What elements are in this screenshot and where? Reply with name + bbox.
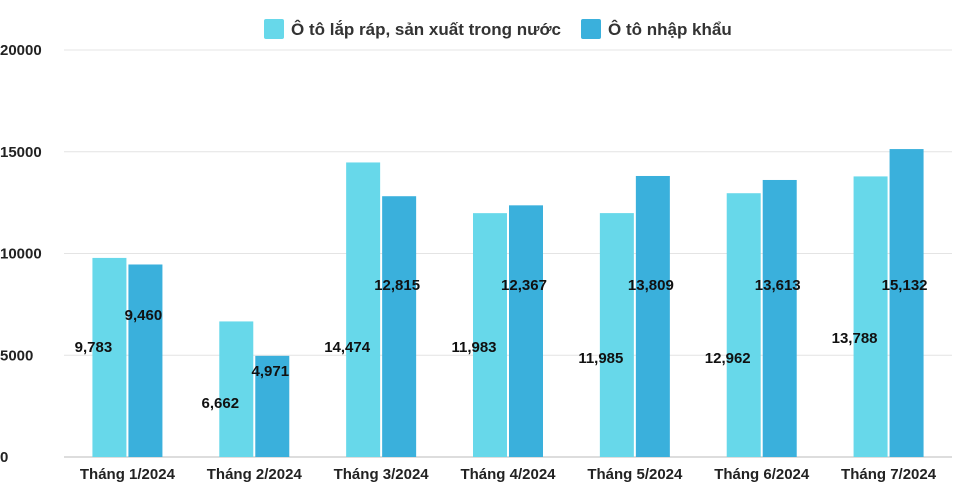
data-labels: 9,783 9,460 6,662 4,971 14,474 12,815 11,983 12… xyxy=(75,277,928,412)
data-label-domestic: 11,985 xyxy=(578,350,623,367)
data-label-domestic: 6,662 xyxy=(202,395,240,412)
bar-imported xyxy=(255,355,290,457)
data-label-domestic: 13,788 xyxy=(832,330,878,347)
data-label-domestic: 14,474 xyxy=(324,339,371,356)
x-tick-label: Tháng 2/2024 xyxy=(207,466,303,483)
bar-domestic xyxy=(92,257,127,457)
bar-domestic xyxy=(853,176,888,458)
bar-imported xyxy=(889,149,924,458)
y-tick-label: 20000 xyxy=(0,42,42,59)
y-tick-label: 10000 xyxy=(0,246,42,263)
x-tick-label: Tháng 6/2024 xyxy=(714,466,810,483)
x-tick-label: Tháng 7/2024 xyxy=(841,466,937,483)
x-tick-label: Tháng 4/2024 xyxy=(460,466,556,483)
x-tick-label: Tháng 3/2024 xyxy=(334,466,430,483)
y-tick-label: 0 xyxy=(0,449,8,466)
bar-imported xyxy=(128,264,163,457)
legend-label-domestic: Ô tô lắp ráp, sản xuất trong nước xyxy=(291,20,561,39)
data-label-imported: 12,367 xyxy=(501,277,547,294)
data-label-imported: 9,460 xyxy=(125,307,163,324)
data-label-imported: 13,809 xyxy=(628,277,674,294)
data-label-imported: 4,971 xyxy=(252,363,290,380)
bar-domestic xyxy=(726,193,761,457)
bars xyxy=(92,149,924,458)
legend-swatch-imported xyxy=(581,19,601,39)
bar-domestic xyxy=(473,213,507,457)
data-label-domestic: 12,962 xyxy=(705,350,751,367)
legend: Ô tô lắp ráp, sản xuất trong nước Ô tô n… xyxy=(264,19,732,39)
x-axis: Tháng 1/2024 Tháng 2/2024 Tháng 3/2024 Thán… xyxy=(80,466,937,483)
data-label-imported: 12,815 xyxy=(374,277,420,294)
y-axis: 0 5000 10000 15000 20000 xyxy=(0,42,42,466)
bar-domestic xyxy=(219,321,254,457)
data-label-imported: 15,132 xyxy=(882,277,928,294)
bar-domestic xyxy=(599,213,634,457)
data-label-domestic: 9,783 xyxy=(75,339,113,356)
bar-imported xyxy=(635,175,670,457)
legend-swatch-domestic xyxy=(264,19,284,39)
data-label-imported: 13,613 xyxy=(755,277,801,294)
gridlines xyxy=(64,49,952,458)
x-tick-label: Tháng 1/2024 xyxy=(80,466,176,483)
bar-domestic xyxy=(346,162,381,457)
y-tick-label: 5000 xyxy=(0,347,33,364)
y-tick-label: 15000 xyxy=(0,144,42,161)
x-tick-label: Tháng 5/2024 xyxy=(587,466,683,483)
bar-imported xyxy=(762,179,797,457)
bar-imported xyxy=(382,196,417,457)
bar-imported xyxy=(509,205,543,457)
data-label-domestic: 11,983 xyxy=(451,339,496,356)
legend-label-imported: Ô tô nhập khẩu xyxy=(608,20,732,39)
